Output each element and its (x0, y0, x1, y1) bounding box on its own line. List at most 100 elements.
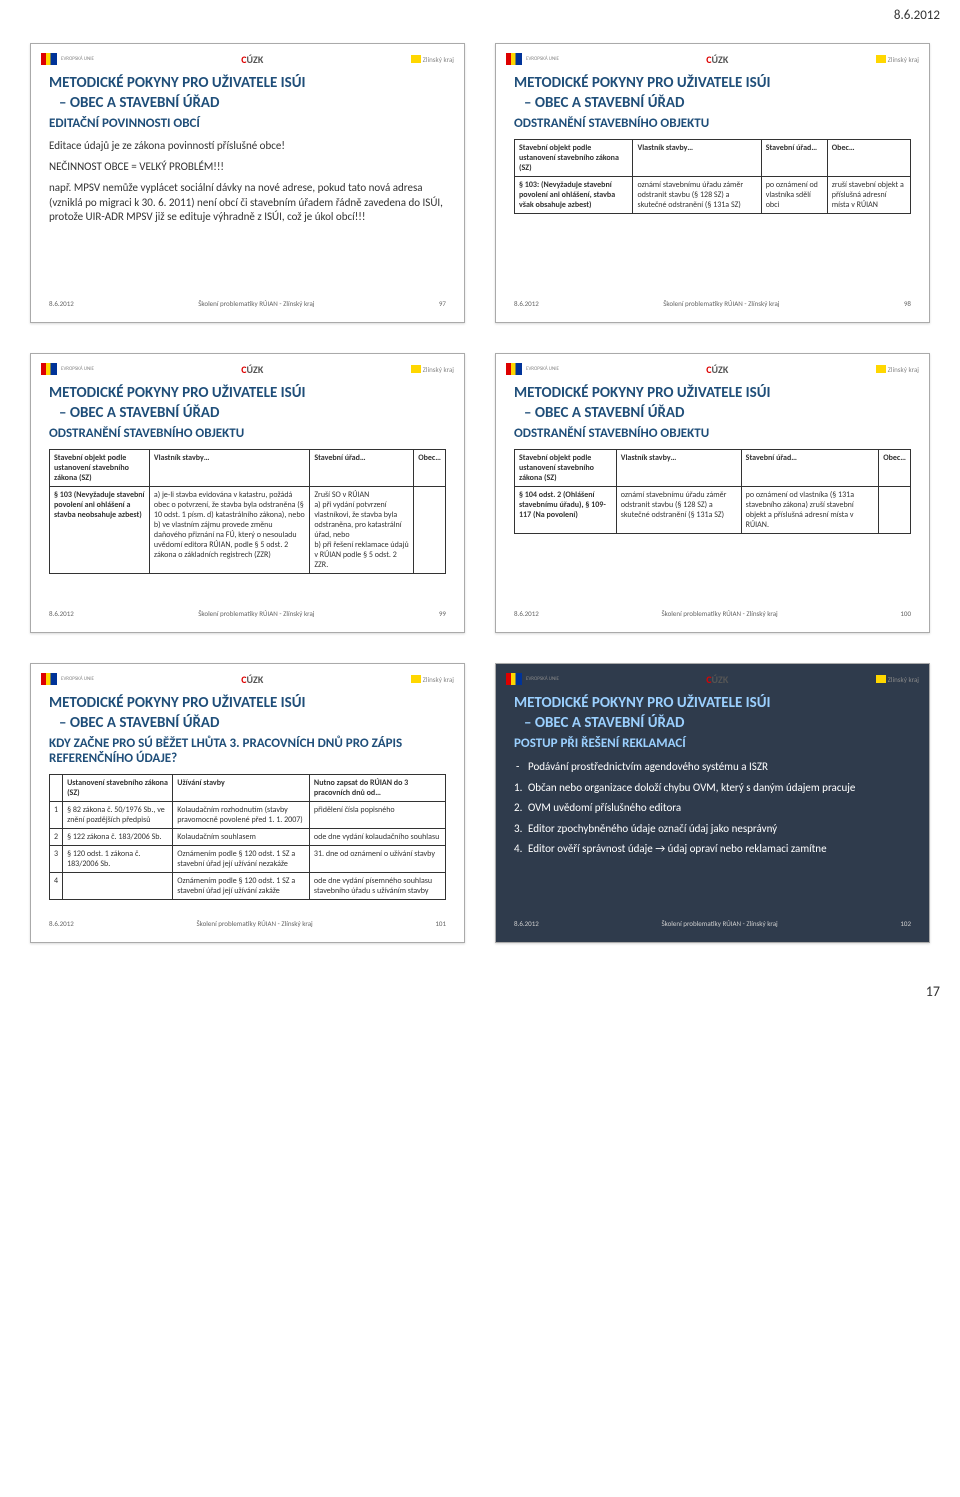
td: 3 (50, 846, 63, 873)
eu-logo-icon (41, 673, 57, 685)
td: Zruší SO v RÚIAN a) při vydání potvrzení… (310, 487, 414, 574)
td: po oznámení od vlastníka sdělí obci (761, 177, 827, 214)
td (63, 873, 173, 900)
td: § 103 (Nevyžaduje stavební povolení ani … (50, 487, 150, 574)
slide-logos: EVROPSKÁ UNIE CÚZK Zlínský kraj (41, 360, 454, 378)
th: Stavební úřad… (761, 140, 827, 177)
footer-mid: Školení problematiky RÚIAN - Zlínský kra… (661, 609, 777, 618)
eu-logo-icon (41, 53, 57, 65)
footer-num: 98 (904, 299, 911, 308)
list-item: Občan nebo organizace doloží chybu OVM, … (514, 780, 911, 797)
slide-subtitle: ODSTRANĚNÍ STAVEBNÍHO OBJEKTU (514, 426, 911, 441)
page-date: 8.6.2012 (0, 0, 960, 23)
logo-caption: EVROPSKÁ UNIE (526, 677, 559, 682)
td (414, 487, 446, 574)
td: Kolaudačním souhlasem (173, 829, 310, 846)
th: Vlastník stavby… (633, 140, 761, 177)
slide-title-2: – OBEC A STAVEBNÍ ÚŘAD (524, 94, 911, 112)
data-table: Ustanovení stavebního zákona (SZ) Užíván… (49, 774, 446, 900)
zlinsky-logo: Zlínský kraj (876, 55, 919, 64)
td: po oznámení od vlastníka (§ 131a stavebn… (741, 487, 879, 534)
td: Oznámením podle § 120 odst. 1 SZ a stave… (173, 873, 310, 900)
zlinsky-logo: Zlínský kraj (876, 675, 919, 684)
numbered-list: Občan nebo organizace doloží chybu OVM, … (514, 780, 911, 862)
slide-logos: EVROPSKÁ UNIE CÚZK Zlínský kraj (506, 50, 919, 68)
cuzk-logo: CÚZK (706, 673, 728, 686)
footer-date: 8.6.2012 (49, 919, 74, 928)
slide-102: EVROPSKÁ UNIE CÚZK Zlínský kraj METODICK… (495, 663, 930, 943)
td: 2 (50, 829, 63, 846)
footer-date: 8.6.2012 (514, 609, 539, 618)
eu-logo-icon (41, 363, 57, 375)
td: 1 (50, 802, 63, 829)
th: Obec… (827, 140, 910, 177)
page-number: 17 (0, 963, 960, 1010)
eu-logo-icon (506, 363, 522, 375)
footer-date: 8.6.2012 (49, 609, 74, 618)
th: Ustanovení stavebního zákona (SZ) (63, 775, 173, 802)
slide-title-2: – OBEC A STAVEBNÍ ÚŘAD (524, 404, 911, 422)
zlinsky-logo: Zlínský kraj (411, 675, 454, 684)
footer-mid: Školení problematiky RÚIAN - Zlínský kra… (661, 919, 777, 928)
slide-title-2: – OBEC A STAVEBNÍ ÚŘAD (524, 714, 911, 732)
th: Nutno zapsat do RÚIAN do 3 pracovních dn… (309, 775, 445, 802)
data-table: Stavební objekt podle ustanovení stavebn… (514, 449, 911, 534)
slide-subtitle: EDITAČNÍ POVINNOSTI OBCÍ (49, 116, 446, 131)
logo-caption: EVROPSKÁ UNIE (526, 57, 559, 62)
cuzk-logo: CÚZK (241, 673, 263, 686)
td (879, 487, 911, 534)
data-table: Stavební objekt podle ustanovení stavebn… (49, 449, 446, 574)
td: zruší stavební objekt a příslušná adresn… (827, 177, 910, 214)
slide-title-1: METODICKÉ POKYNY PRO UŽIVATELE ISÚI (514, 694, 911, 712)
slide-title-1: METODICKÉ POKYNY PRO UŽIVATELE ISÚI (49, 74, 446, 92)
logo-caption: EVROPSKÁ UNIE (61, 367, 94, 372)
th: Stavební objekt podle ustanovení stavebn… (50, 450, 150, 487)
zlinsky-logo: Zlínský kraj (411, 55, 454, 64)
slide-subtitle: ODSTRANĚNÍ STAVEBNÍHO OBJEKTU (49, 426, 446, 441)
th: Vlastník stavby… (616, 450, 741, 487)
cuzk-logo: CÚZK (241, 53, 263, 66)
logo-caption: EVROPSKÁ UNIE (61, 677, 94, 682)
td: § 103: (Nevyžaduje stavební povolení ani… (515, 177, 633, 214)
slide-subtitle: POSTUP PŘI ŘEŠENÍ REKLAMACÍ (514, 736, 911, 751)
slide-logos: EVROPSKÁ UNIE CÚZK Zlínský kraj (41, 670, 454, 688)
td: § 104 odst. 2 (Ohlášení stavebnímu úřadu… (515, 487, 617, 534)
td: § 82 zákona č. 50/1976 Sb., ve znění poz… (63, 802, 173, 829)
slide-title-1: METODICKÉ POKYNY PRO UŽIVATELE ISÚI (49, 694, 446, 712)
footer-num: 101 (435, 919, 446, 928)
th: Obec… (414, 450, 446, 487)
slide-97: EVROPSKÁ UNIE CÚZK Zlínský kraj METODICK… (30, 43, 465, 323)
footer-mid: Školení problematiky RÚIAN - Zlínský kra… (198, 609, 314, 618)
slide-100: EVROPSKÁ UNIE CÚZK Zlínský kraj METODICK… (495, 353, 930, 633)
td: ode dne vydání kolaudačního souhlasu (309, 829, 445, 846)
data-table: Stavební objekt podle ustanovení stavebn… (514, 139, 911, 214)
slides-grid: EVROPSKÁ UNIE CÚZK Zlínský kraj METODICK… (0, 23, 960, 963)
td: 31. dne od oznámení o užívání stavby (309, 846, 445, 873)
footer-date: 8.6.2012 (514, 919, 539, 928)
slide-logos: EVROPSKÁ UNIE CÚZK Zlínský kraj (506, 360, 919, 378)
td: oznámí stavebnímu úřadu záměr odstranit … (633, 177, 761, 214)
td: a) je-li stavba evidována v katastru, po… (149, 487, 309, 574)
logo-caption: EVROPSKÁ UNIE (526, 367, 559, 372)
th: Stavební objekt podle ustanovení stavebn… (515, 140, 633, 177)
footer-date: 8.6.2012 (49, 299, 74, 308)
th: Stavební úřad… (310, 450, 414, 487)
list-item: OVM uvědomí příslušného editora (514, 800, 911, 817)
td: 4 (50, 873, 63, 900)
td: Kolaudačním rozhodnutím (stavby pravomoc… (173, 802, 310, 829)
slide-title-2: – OBEC A STAVEBNÍ ÚŘAD (59, 94, 446, 112)
th: Obec… (879, 450, 911, 487)
th: Stavební úřad… (741, 450, 879, 487)
list-item: Podávání prostřednictvím agendového syst… (514, 759, 911, 776)
th: Užívání stavby (173, 775, 310, 802)
td: § 120 odst. 1 zákona č. 183/2006 Sb. (63, 846, 173, 873)
td: přidělení čísla popisného (309, 802, 445, 829)
td: oznámí stavebnímu úřadu záměr odstranit … (616, 487, 741, 534)
slide-logos: EVROPSKÁ UNIE CÚZK Zlínský kraj (506, 670, 919, 688)
slide-title-2: – OBEC A STAVEBNÍ ÚŘAD (59, 404, 446, 422)
list-item: Editor ověří správnost údaje → údaj opra… (514, 841, 911, 858)
td: Oznámením podle § 120 odst. 1 SZ a stave… (173, 846, 310, 873)
zlinsky-logo: Zlínský kraj (411, 365, 454, 374)
td: § 122 zákona č. 183/2006 Sb. (63, 829, 173, 846)
zlinsky-logo: Zlínský kraj (876, 365, 919, 374)
